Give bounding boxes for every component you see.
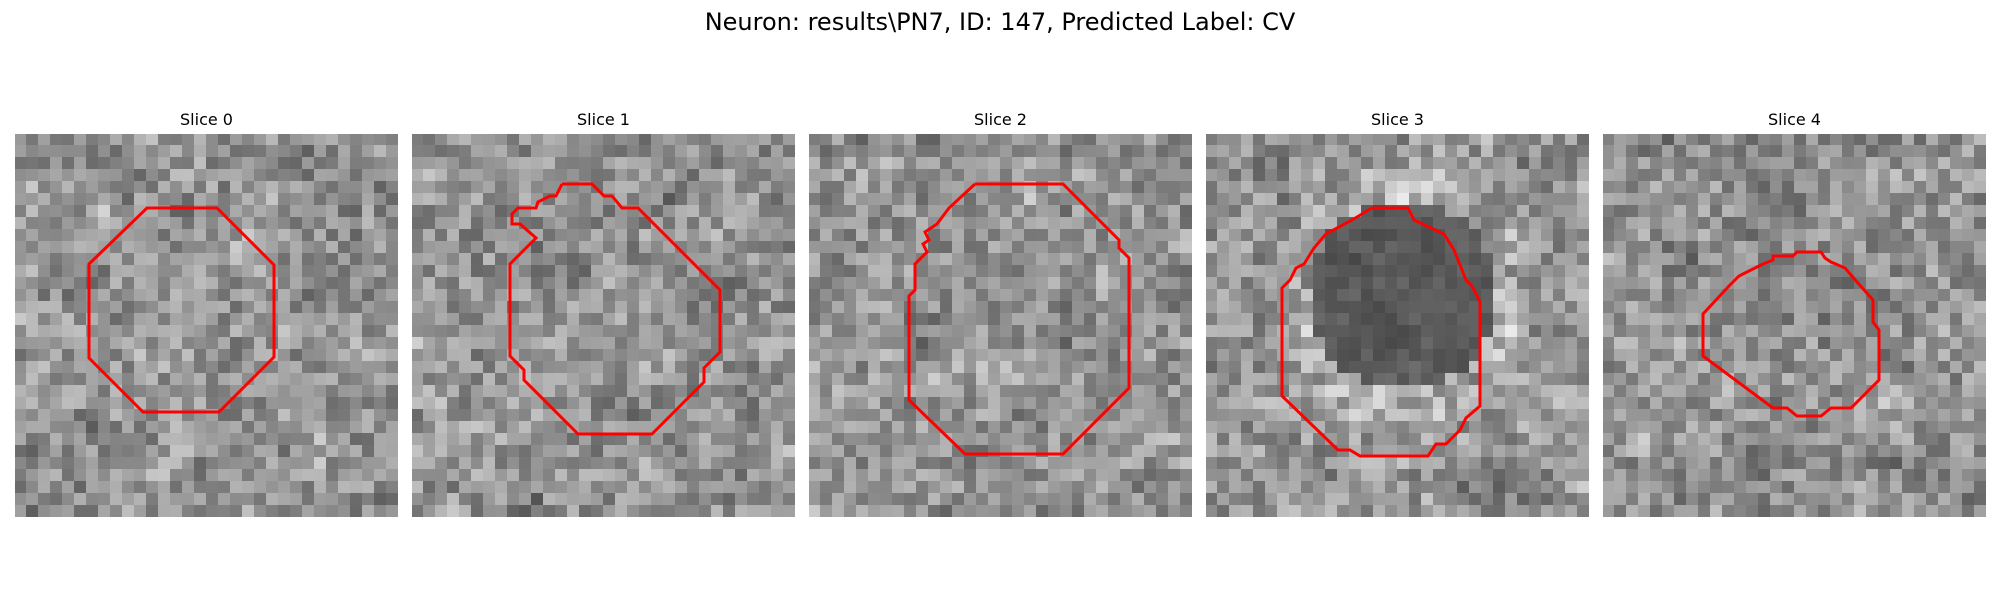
segmentation-contour	[1280, 206, 1482, 458]
segmentation-contour	[508, 182, 722, 436]
slice-image	[1603, 134, 1986, 517]
slice-title: Slice 0	[180, 110, 233, 129]
slice-title: Slice 3	[1371, 110, 1424, 129]
segmentation-contour	[1701, 250, 1881, 418]
slice-image	[1206, 134, 1589, 517]
slice-title: Slice 2	[974, 110, 1027, 129]
slice-image	[15, 134, 398, 517]
slice-image	[412, 134, 795, 517]
segmentation-contour	[87, 206, 276, 414]
figure-title: Neuron: results\PN7, ID: 147, Predicted …	[704, 8, 1296, 36]
slice-title: Slice 1	[577, 110, 630, 129]
slice-title: Slice 4	[1768, 110, 1821, 129]
segmentation-contour	[907, 182, 1131, 456]
